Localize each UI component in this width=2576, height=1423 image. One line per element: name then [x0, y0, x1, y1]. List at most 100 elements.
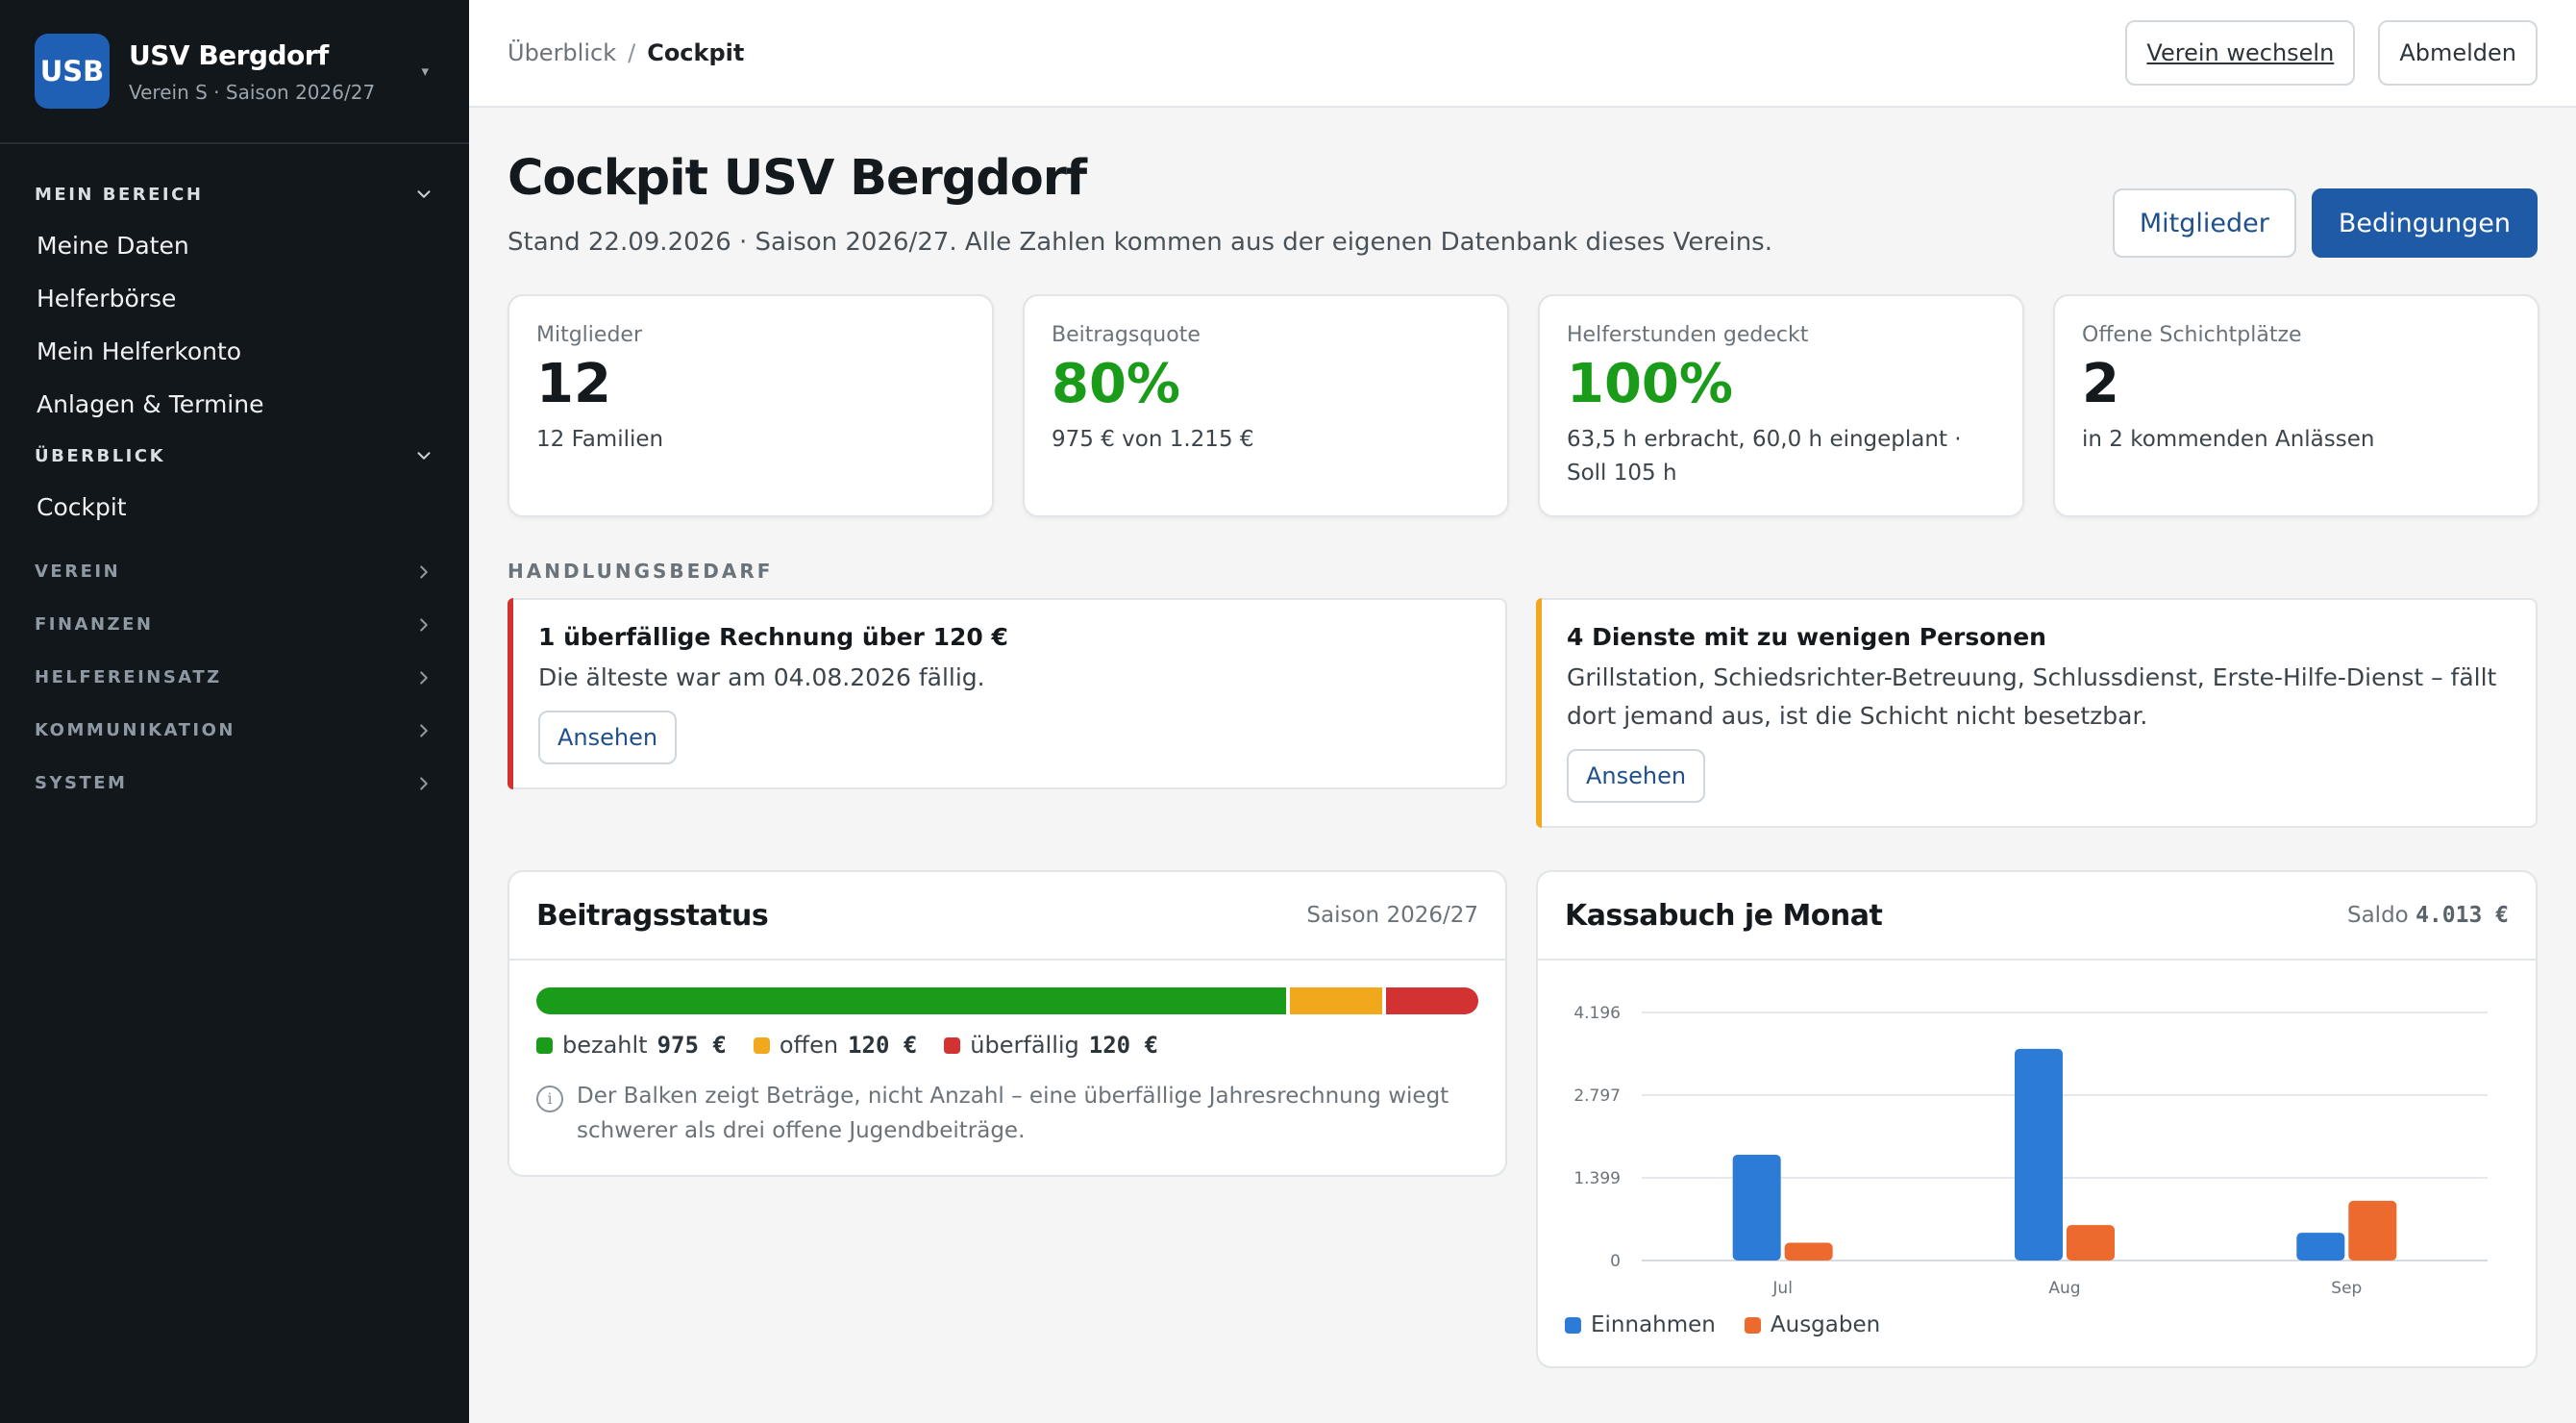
contribution-legend: bezahlt 975 € offen 120 € überfällig 120…: [536, 1032, 1478, 1059]
breadcrumb-separator: /: [628, 39, 636, 66]
legend-item-expenses: Ausgaben: [1744, 1312, 1880, 1337]
club-name: USV Bergdorf: [129, 38, 329, 71]
nav-section-verein[interactable]: VEREIN: [0, 545, 469, 598]
bar-segment-overdue: [1386, 987, 1478, 1014]
logout-button[interactable]: Abmelden: [2378, 20, 2538, 86]
bar-ausgaben-sep: [2348, 1200, 2397, 1261]
legend-item-income: Einnahmen: [1565, 1312, 1716, 1337]
club-switcher[interactable]: USB USV Bergdorf Verein S · Saison 2026/…: [0, 0, 469, 144]
kpi-note: in 2 kommenden Anlässen: [2082, 426, 2375, 452]
nav-section-kommunikation[interactable]: KOMMUNIKATION: [0, 704, 469, 757]
chevron-right-icon: [420, 670, 428, 685]
bar-ausgaben-aug: [2067, 1225, 2115, 1261]
kpi-value: 100%: [1567, 353, 1734, 415]
x-tick-label: Sep: [2331, 1279, 2362, 1298]
y-tick-label: 2.797: [1573, 1086, 1621, 1106]
balance-value: 4.013 €: [2415, 903, 2509, 928]
main-content: Cockpit USV Bergdorf Stand 22.09.2026 · …: [508, 108, 2539, 1368]
action-alerts: 1 überfällige Rechnung über 120 € Die äl…: [508, 598, 2538, 828]
kpi-value: 80%: [1052, 353, 1181, 415]
x-tick-label: Aug: [2048, 1279, 2080, 1298]
contribution-status-panel: Beitragsstatus Saison 2026/27 bezahlt 97…: [508, 870, 1507, 1178]
bar-einnahmen-sep: [2296, 1233, 2345, 1261]
legend-swatch: [536, 1036, 553, 1054]
alert-overdue-invoice: 1 überfällige Rechnung über 120 € Die äl…: [508, 598, 1507, 789]
y-tick-label: 1.399: [1573, 1169, 1621, 1188]
chevron-right-icon: [420, 776, 428, 790]
alert-title: 4 Dienste mit zu wenigen Personen: [1567, 623, 2046, 651]
nav-section-mein-bereich[interactable]: MEIN BEREICH: [0, 173, 469, 215]
breadcrumb-current: Cockpit: [647, 39, 745, 66]
sidebar-item-helferkonto[interactable]: Mein Helferkonto: [37, 337, 242, 365]
kpi-label: Offene Schichtplätze: [2082, 323, 2302, 347]
kpi-card-members: Mitglieder 12 12 Familien: [508, 294, 994, 517]
kpi-note: 975 € von 1.215 €: [1052, 426, 1254, 452]
bar-segment-open: [1290, 987, 1382, 1014]
bar-ausgaben-jul: [1784, 1242, 1833, 1261]
sidebar-item-anlagen-termine[interactable]: Anlagen & Termine: [37, 390, 264, 418]
view-shifts-button[interactable]: Ansehen: [1567, 749, 1706, 803]
alert-understaffed-shifts: 4 Dienste mit zu wenigen Personen Grills…: [1536, 598, 2538, 828]
sidebar-item-cockpit[interactable]: Cockpit: [37, 493, 127, 521]
bar-einnahmen-jul: [1732, 1154, 1781, 1261]
kpi-cards: Mitglieder 12 12 Familien Beitragsquote …: [508, 294, 2539, 517]
kpi-note: 12 Familien: [536, 426, 664, 452]
nav-section-finanzen[interactable]: FINANZEN: [0, 598, 469, 651]
contribution-stacked-bar: [536, 987, 1478, 1014]
sidebar-item-helferboerse[interactable]: Helferbörse: [37, 285, 177, 312]
panel-title: Beitragsstatus: [536, 898, 769, 933]
kpi-card-contribution-rate: Beitragsquote 80% 975 € von 1.215 €: [1023, 294, 1509, 517]
kpi-value: 12: [536, 353, 611, 415]
page-subtitle: Stand 22.09.2026 · Saison 2026/27. Alle …: [508, 228, 1772, 257]
legend-swatch: [753, 1036, 770, 1054]
kpi-label: Beitragsquote: [1052, 323, 1201, 347]
members-button[interactable]: Mitglieder: [2112, 188, 2296, 258]
alert-text: Grillstation, Schiedsrichter-Betreuung, …: [1567, 663, 2497, 730]
kpi-card-open-shifts: Offene Schichtplätze 2 in 2 kommenden An…: [2053, 294, 2539, 517]
info-icon: i: [536, 1086, 563, 1112]
conditions-button[interactable]: Bedingungen: [2311, 188, 2538, 258]
cashbook-bar-chart: 0 1.399 2.797 4.196 Jul Aug Sep: [1573, 1004, 2488, 1298]
chevron-right-icon: [420, 723, 428, 737]
nav-section-helfereinsatz[interactable]: HELFEREINSATZ: [0, 651, 469, 704]
alert-title: 1 überfällige Rechnung über 120 €: [538, 623, 1008, 651]
x-tick-label: Jul: [1771, 1279, 1793, 1298]
sidebar-nav: MEIN BEREICH Meine Daten Helferbörse Mei…: [0, 144, 469, 810]
chevron-right-icon: [420, 617, 428, 632]
legend-item-open: offen 120 €: [753, 1032, 917, 1059]
legend-item-paid: bezahlt 975 €: [536, 1032, 727, 1059]
panel-meta: Saison 2026/27: [1306, 903, 1478, 928]
caret-down-icon[interactable]: ▾: [421, 62, 429, 80]
top-bar: Überblick / Cockpit Verein wechseln Abmeld…: [469, 0, 2576, 108]
switch-club-button[interactable]: Verein wechseln: [2125, 20, 2356, 86]
legend-swatch: [1744, 1316, 1761, 1334]
contribution-note: i Der Balken zeigt Beträge, nicht Anzahl…: [536, 1080, 1478, 1148]
breadcrumb-parent[interactable]: Überblick: [508, 39, 617, 66]
nav-section-system[interactable]: SYSTEM: [0, 757, 469, 810]
page-title: Cockpit USV Bergdorf: [508, 150, 1087, 207]
legend-item-overdue: überfällig 120 €: [944, 1032, 1158, 1059]
club-logo: USB: [35, 34, 110, 109]
kpi-card-helper-hours: Helferstunden gedeckt 100% 63,5 h erbrac…: [1538, 294, 2024, 517]
nav-section-ueberblick[interactable]: ÜBERBLICK: [0, 435, 469, 477]
chevron-down-icon: [417, 190, 431, 198]
kpi-note: 63,5 h erbracht, 60,0 h eingeplant · Sol…: [1567, 426, 1962, 487]
club-season: Verein S · Saison 2026/27: [129, 80, 376, 104]
chevron-right-icon: [420, 564, 428, 579]
kpi-value: 2: [2082, 353, 2119, 415]
legend-swatch: [1565, 1316, 1581, 1334]
section-title-action-needed: HANDLUNGSBEDARF: [508, 560, 774, 583]
panel-title: Kassabuch je Monat: [1565, 898, 1883, 933]
bar-einnahmen-aug: [2015, 1048, 2063, 1261]
chevron-down-icon: [417, 452, 431, 460]
chart-legend: Einnahmen Ausgaben: [1565, 1312, 2509, 1337]
y-tick-label: 0: [1610, 1252, 1621, 1271]
breadcrumb: Überblick / Cockpit: [508, 39, 2102, 66]
y-tick-label: 4.196: [1573, 1004, 1621, 1023]
view-overdue-button[interactable]: Ansehen: [538, 711, 678, 764]
kpi-label: Mitglieder: [536, 323, 642, 347]
legend-swatch: [944, 1036, 961, 1054]
kpi-label: Helferstunden gedeckt: [1567, 323, 1809, 347]
sidebar-item-meine-daten[interactable]: Meine Daten: [37, 232, 189, 260]
panel-meta: Saldo 4.013 €: [2346, 903, 2509, 928]
